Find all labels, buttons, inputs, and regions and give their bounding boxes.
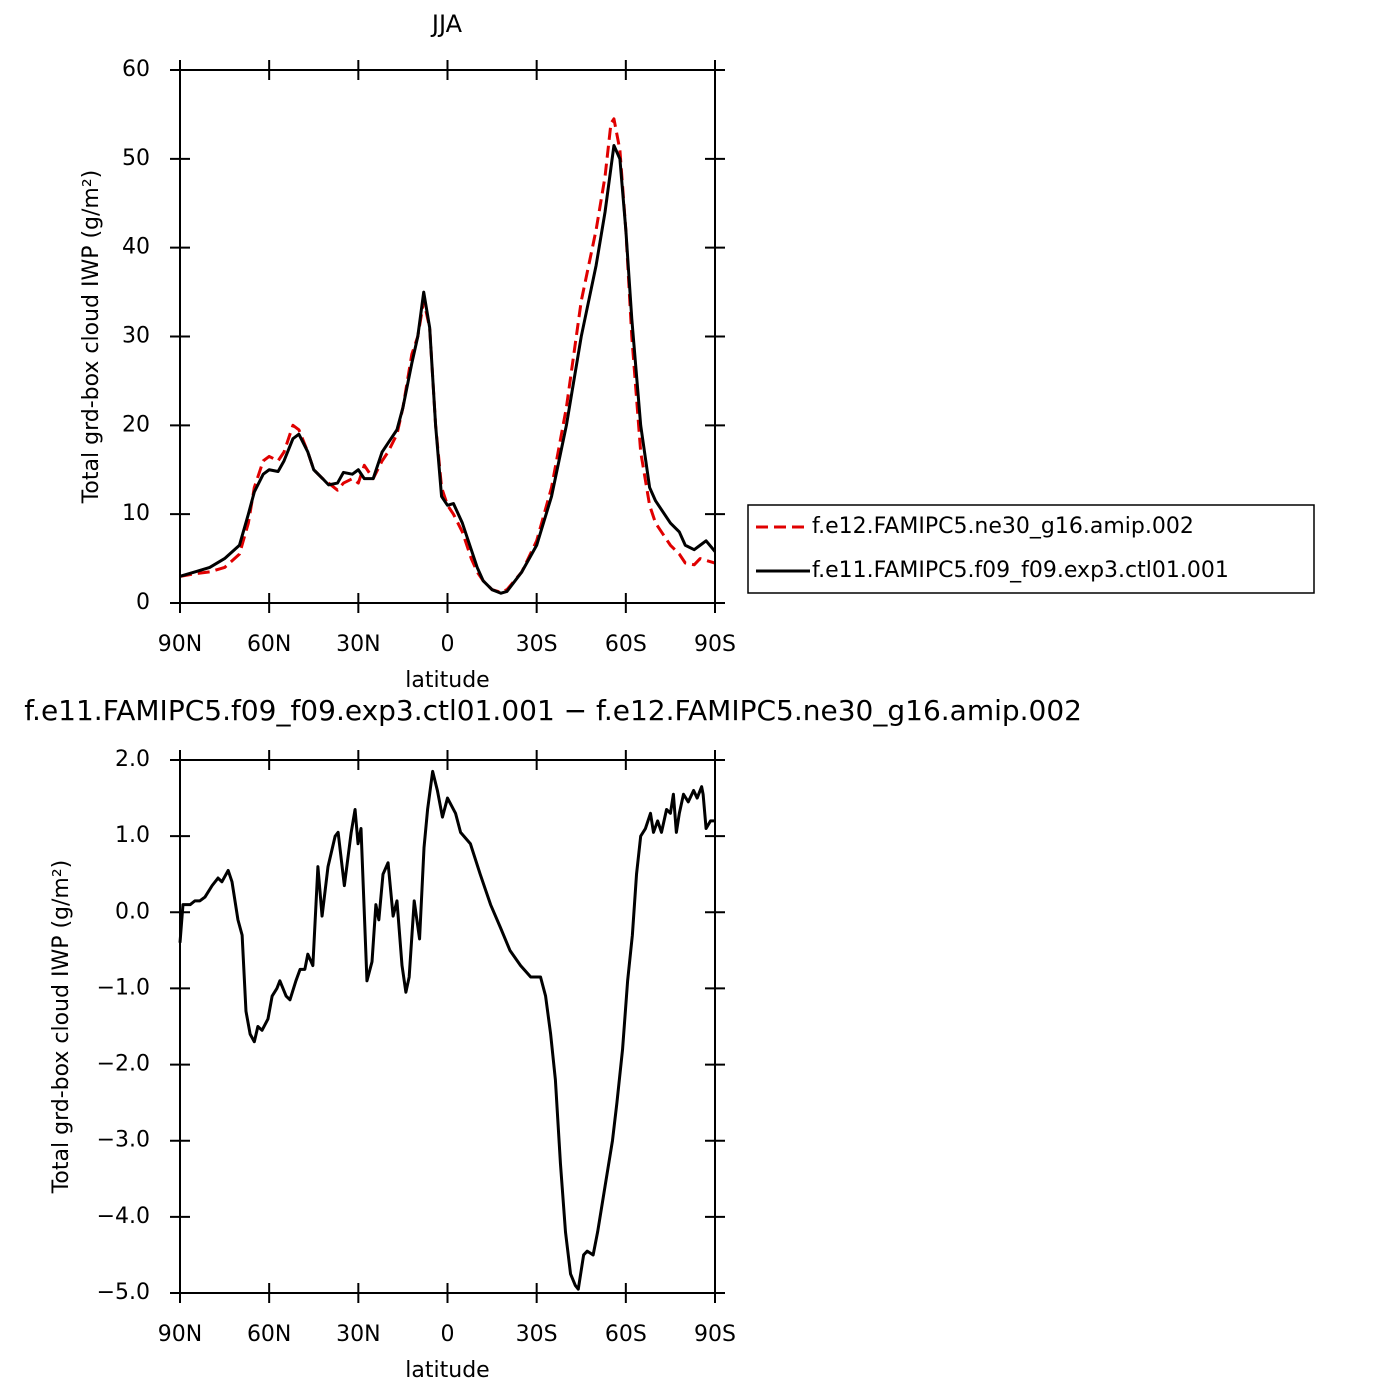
x-tick-label: 0	[441, 632, 455, 657]
legend-label: f.e12.FAMIPC5.ne30_g16.amip.002	[812, 514, 1194, 539]
x-axis-label: latitude	[405, 668, 489, 693]
y-tick-label: 50	[122, 146, 150, 171]
y-axis-label: Total grd-box cloud IWP (g/m²)	[79, 170, 104, 505]
y-tick-label: −5.0	[97, 1280, 150, 1305]
y-tick-label: 20	[122, 412, 150, 437]
chart-title: f.e11.FAMIPC5.f09_f09.exp3.ctl01.001 − f…	[24, 694, 1082, 727]
y-tick-label: 60	[122, 57, 150, 82]
data-line	[178, 769, 715, 1291]
x-tick-label: 30S	[516, 1322, 558, 1347]
y-tick-label: 0	[136, 590, 150, 615]
y-tick-label: −2.0	[97, 1052, 150, 1077]
x-tick-label: 60S	[605, 632, 647, 657]
x-tick-label: 60S	[605, 1322, 647, 1347]
plot-frame	[179, 759, 716, 1294]
legend-box	[747, 504, 1315, 594]
legend-label: f.e11.FAMIPC5.f09_f09.exp3.ctl01.001	[812, 558, 1229, 583]
x-tick-label: 90N	[158, 632, 202, 657]
plot-frame	[179, 69, 716, 604]
y-tick-label: 30	[122, 324, 150, 349]
x-tick-label: 0	[441, 1322, 455, 1347]
x-tick-label: 30N	[336, 1322, 380, 1347]
x-tick-label: 60N	[247, 1322, 291, 1347]
y-tick-label: 2.0	[115, 747, 150, 772]
y-tick-label: −4.0	[97, 1204, 150, 1229]
y-tick-label: 1.0	[115, 823, 150, 848]
y-tick-label: 10	[122, 501, 150, 526]
data-line	[179, 144, 717, 595]
x-tick-label: 30N	[336, 632, 380, 657]
y-tick-label: −1.0	[97, 975, 150, 1000]
y-tick-label: 40	[122, 235, 150, 260]
x-tick-label: 90N	[158, 1322, 202, 1347]
x-axis-label: latitude	[405, 1358, 489, 1383]
y-tick-label: −3.0	[97, 1128, 150, 1153]
x-tick-label: 60N	[247, 632, 291, 657]
y-tick-label: 0.0	[115, 899, 150, 924]
x-tick-label: 90S	[694, 1322, 736, 1347]
x-tick-label: 30S	[516, 632, 558, 657]
y-axis-label: Total grd-box cloud IWP (g/m²)	[49, 860, 74, 1195]
chart-title: JJA	[430, 10, 463, 38]
x-tick-label: 90S	[694, 632, 736, 657]
